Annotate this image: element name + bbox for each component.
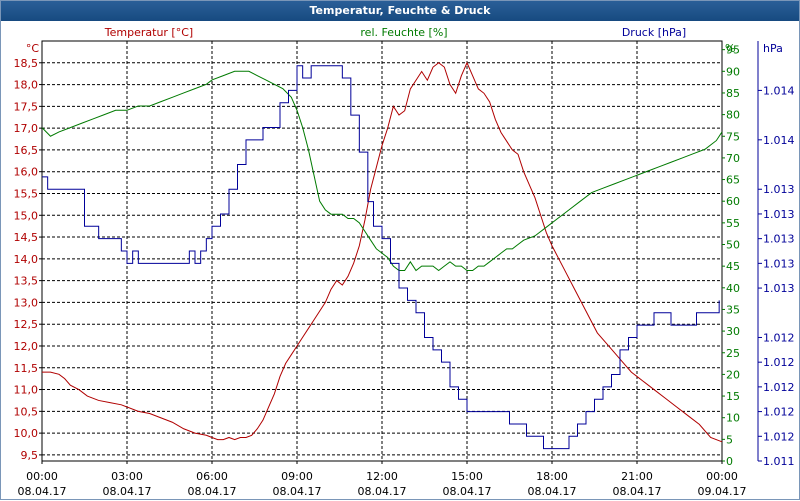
humidity-unit-label: %: [725, 42, 735, 55]
pressure-tick-label: 1.014: [763, 84, 795, 97]
temperature-series-line: [42, 61, 723, 443]
humidity-tick-label: 60: [726, 195, 740, 208]
series-group: [41, 61, 723, 450]
humidity-tick-label: 15: [726, 390, 740, 403]
humidity-tick-label: 45: [726, 260, 740, 273]
humidity-tick-label: 50: [726, 239, 740, 252]
date-tick-label: 09.04.17: [698, 485, 747, 498]
time-tick-label: 15:00: [451, 470, 483, 483]
humidity-axis: 0 5 10 15 20 25 30 35 40 45 50 55 60 65 70 75 80 85 90 95%: [722, 42, 740, 468]
temperature-tick-label: 12,5: [14, 318, 39, 331]
temperature-tick-label: 14,5: [14, 231, 39, 244]
pressure-tick-label: 1.011: [763, 455, 795, 468]
temperature-tick-label: 17,5: [14, 100, 39, 113]
humidity-tick-label: 75: [726, 130, 740, 143]
temperature-tick-label: 11,0: [14, 384, 39, 397]
date-tick-label: 08.04.17: [443, 485, 492, 498]
pressure-tick-label: 1.013: [763, 233, 795, 246]
plot-frame: [41, 40, 759, 462]
time-tick-label: 00:00: [706, 470, 738, 483]
humidity-tick-label: 85: [726, 87, 740, 100]
pressure-tick-label: 1.013: [763, 183, 795, 196]
pressure-tick-label: 1.012: [763, 406, 795, 419]
humidity-tick-label: 5: [726, 433, 733, 446]
pressure-series-line: [42, 65, 720, 450]
pressure-axis: 1.011 1.012 1.012 1.012 1.012 1.012 1.013 1.013…: [758, 42, 795, 468]
time-tick-label: 12:00: [366, 470, 398, 483]
legends: Temperatur [°C] rel. Feuchte [%] Druck [hP…: [104, 26, 686, 39]
temperature-tick-label: 9,5: [21, 449, 39, 462]
date-tick-label: 08.04.17: [103, 485, 152, 498]
humidity-tick-label: 10: [726, 412, 740, 425]
humidity-legend: rel. Feuchte [%]: [360, 26, 447, 39]
pressure-tick-label: 1.014: [763, 134, 795, 147]
date-tick-label: 08.04.17: [188, 485, 237, 498]
humidity-tick-label: 80: [726, 109, 740, 122]
temperature-tick-label: 18,5: [14, 57, 39, 70]
time-tick-label: 00:00: [26, 470, 58, 483]
time-tick-label: 03:00: [111, 470, 143, 483]
humidity-tick-label: 30: [726, 325, 740, 338]
humidity-tick-label: 35: [726, 303, 740, 316]
temperature-unit-label: °C: [26, 42, 40, 55]
temperature-tick-label: 10,5: [14, 405, 39, 418]
date-tick-label: 08.04.17: [273, 485, 322, 498]
pressure-tick-label: 1.012: [763, 356, 795, 369]
humidity-tick-label: 95: [726, 44, 740, 57]
pressure-tick-label: 1.013: [763, 208, 795, 221]
humidity-tick-label: 55: [726, 217, 740, 230]
time-tick-label: 21:00: [621, 470, 653, 483]
time-axis: 00:00 08.04.17 03:00 08.04.17 06:00 08.04.17 0…: [18, 461, 747, 498]
date-tick-label: 08.04.17: [18, 485, 67, 498]
temperature-tick-label: 13,5: [14, 275, 39, 288]
chart-title: Temperatur, Feuchte & Druck: [1, 1, 799, 21]
temperature-tick-label: 14,0: [14, 253, 39, 266]
pressure-legend: Druck [hPa]: [622, 26, 686, 39]
date-tick-label: 08.04.17: [358, 485, 407, 498]
pressure-tick-label: 1.013: [763, 257, 795, 270]
humidity-tick-label: 0: [726, 455, 733, 468]
humidity-series-line: [41, 70, 723, 272]
humidity-tick-label: 40: [726, 282, 740, 295]
pressure-tick-label: 1.013: [763, 282, 795, 295]
temperature-tick-label: 16,5: [14, 144, 39, 157]
temperature-legend: Temperatur [°C]: [104, 26, 193, 39]
temperature-tick-label: 13,0: [14, 296, 39, 309]
humidity-tick-label: 25: [726, 347, 740, 360]
humidity-tick-label: 70: [726, 152, 740, 165]
humidity-tick-label: 90: [726, 65, 740, 78]
date-tick-label: 08.04.17: [613, 485, 662, 498]
date-tick-label: 08.04.17: [528, 485, 577, 498]
temperature-tick-label: 11,5: [14, 362, 39, 375]
pressure-tick-label: 1.012: [763, 430, 795, 443]
pressure-unit-label: hPa: [763, 42, 783, 55]
temperature-axis: 9,5 10,0 10,5 11,0 11,5 12,0 12,5 13,0 13,5 14,0 1…: [14, 42, 42, 462]
time-tick-label: 06:00: [196, 470, 228, 483]
time-tick-label: 18:00: [536, 470, 568, 483]
temperature-tick-label: 10,0: [14, 427, 39, 440]
temperature-tick-label: 18,0: [14, 79, 39, 92]
temperature-tick-label: 12,0: [14, 340, 39, 353]
grid: [42, 41, 722, 461]
temperature-tick-label: 17,0: [14, 122, 39, 135]
humidity-tick-label: 65: [726, 174, 740, 187]
temperature-tick-label: 15,5: [14, 187, 39, 200]
temperature-tick-label: 15,0: [14, 209, 39, 222]
temperature-tick-label: 16,0: [14, 166, 39, 179]
pressure-tick-label: 1.012: [763, 331, 795, 344]
humidity-tick-label: 20: [726, 368, 740, 381]
time-tick-label: 09:00: [281, 470, 313, 483]
pressure-tick-label: 1.012: [763, 381, 795, 394]
